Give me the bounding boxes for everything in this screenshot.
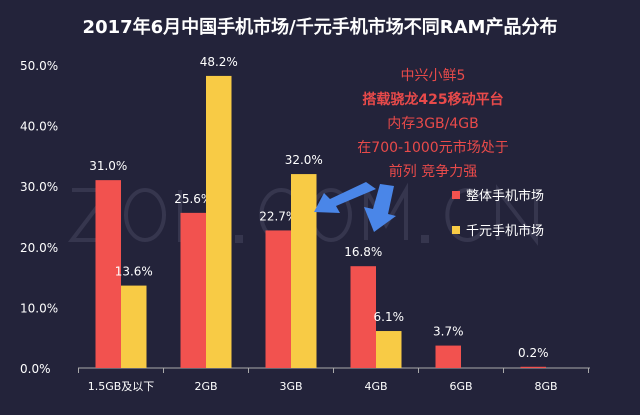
bar-overall — [350, 266, 376, 368]
data-label: 13.6% — [115, 265, 153, 279]
y-tick-label: 20.0% — [20, 241, 58, 255]
y-tick-label: 30.0% — [20, 180, 58, 194]
x-tick-label: 6GB — [449, 380, 472, 393]
legend-label: 整体手机市场 — [466, 188, 544, 204]
annotation-line: 内存3GB/4GB — [387, 116, 478, 132]
bar-overall — [180, 212, 206, 368]
annotation-line: 前列 竞争力强 — [389, 163, 477, 180]
bar-overall — [435, 345, 461, 368]
y-tick-label: 10.0% — [20, 301, 58, 315]
y-tick-label: 50.0% — [20, 59, 58, 73]
bar-budget — [291, 174, 317, 368]
data-label: 3.7% — [433, 325, 464, 339]
annotation-line: 搭载骁龙425移动平台 — [362, 91, 503, 108]
legend-label: 千元手机市场 — [466, 223, 544, 239]
legend-swatch — [452, 226, 460, 234]
data-label: 0.2% — [518, 346, 549, 360]
watermark-glyph — [364, 182, 408, 240]
chart-title: 2017年6月中国手机市场/千元手机市场不同RAM产品分布 — [83, 16, 558, 38]
x-tick-label: 1.5GB及以下 — [88, 380, 155, 393]
y-tick-label: 40.0% — [20, 120, 58, 134]
data-label: 16.8% — [344, 245, 382, 259]
x-tick-label: 4GB — [364, 380, 387, 393]
data-label: 31.0% — [89, 159, 127, 173]
watermark-glyph — [124, 188, 166, 242]
watermark-glyph — [421, 235, 429, 243]
bar-budget — [206, 75, 232, 369]
bar-overall — [265, 230, 291, 368]
arrow-icon — [364, 184, 396, 232]
bar-overall — [520, 366, 546, 368]
annotation-line: 在700-1000元市场处于 — [357, 139, 508, 156]
x-tick-label: 8GB — [534, 380, 557, 393]
y-tick-label: 0.0% — [20, 362, 51, 376]
bar-overall — [95, 180, 121, 368]
annotation-line: 中兴小鲜5 — [401, 68, 466, 84]
data-label: 32.0% — [285, 153, 323, 167]
watermark-glyph — [235, 235, 243, 243]
data-label: 6.1% — [374, 310, 405, 324]
watermark-glyph — [445, 188, 484, 242]
watermark-glyph — [496, 184, 538, 246]
data-label: 25.6% — [174, 192, 212, 206]
legend-swatch — [452, 191, 460, 199]
bar-budget — [376, 331, 402, 368]
data-label: 48.2% — [200, 55, 238, 69]
watermark-glyph — [67, 188, 115, 242]
bar-budget — [121, 285, 147, 368]
x-tick-label: 2GB — [194, 380, 217, 393]
arrow-icon — [314, 182, 376, 213]
x-tick-label: 3GB — [279, 380, 302, 393]
data-label: 22.7% — [259, 209, 297, 223]
